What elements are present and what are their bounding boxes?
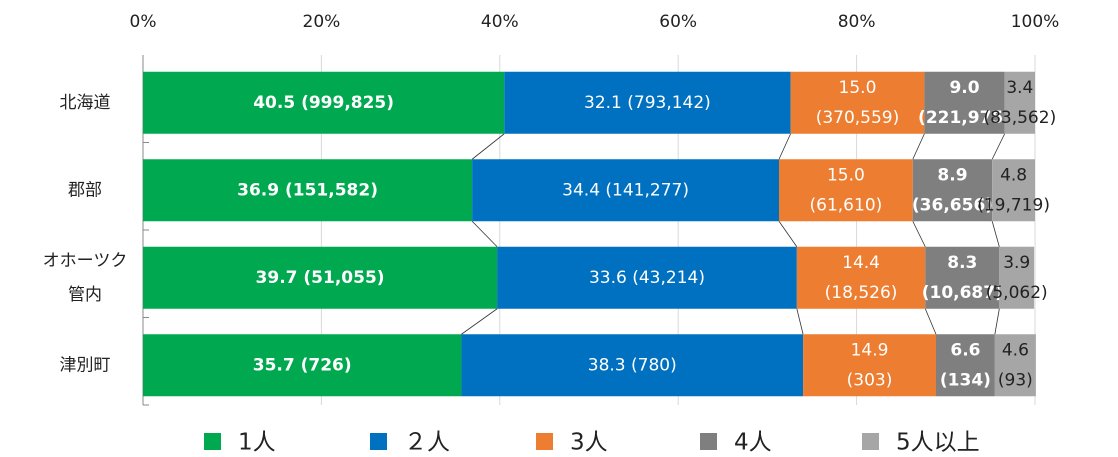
legend-label: 1人 — [238, 430, 276, 456]
value-label: 15.0 (370,559) — [816, 78, 900, 128]
y-tick-label: 郡部 — [68, 180, 102, 200]
series-line — [912, 133, 925, 160]
series-line — [924, 308, 937, 335]
series-line — [994, 308, 1000, 335]
bar-segment — [912, 159, 993, 222]
value-label: 32.1 (793,142) — [584, 93, 711, 113]
series-line — [796, 308, 804, 335]
bar-segment — [504, 71, 791, 134]
value-label: 39.7 (51,055) — [256, 268, 385, 288]
value-label: 9.0 (221,975) — [918, 78, 1011, 128]
series-line — [471, 133, 505, 160]
series-line — [471, 220, 498, 248]
series-line — [912, 221, 926, 247]
x-tick-label: 80% — [838, 12, 876, 32]
y-tick-label: オホーツク管内 — [43, 251, 128, 305]
value-label: 3.4 (83,562) — [983, 78, 1056, 128]
bar-segment — [790, 71, 925, 134]
value-label: 34.4 (141,277) — [562, 180, 689, 200]
bar-segment — [143, 159, 473, 222]
value-label: 38.3 (780) — [588, 355, 677, 375]
series-line — [461, 308, 498, 335]
value-label: 4.6 (93) — [998, 340, 1033, 390]
value-label: 40.5 (999,825) — [253, 93, 394, 113]
value-label: 36.9 (151,582) — [237, 180, 378, 200]
y-tick-label: 津別町 — [60, 355, 111, 375]
bar-segment — [143, 246, 498, 309]
bar-segment — [999, 246, 1035, 309]
series-line — [778, 221, 798, 247]
series-line — [991, 221, 1000, 247]
bar-segment — [143, 71, 505, 134]
legend-swatch — [204, 433, 221, 450]
value-label: 8.3 (10,687) — [922, 253, 1003, 303]
legend-swatch — [862, 433, 879, 450]
legend-label: 4人 — [734, 430, 772, 456]
series-line — [991, 133, 1006, 160]
y-tick-label: 北海道 — [60, 93, 111, 113]
value-label: 3.9 (5,062) — [986, 253, 1048, 303]
value-label: 35.7 (726) — [253, 355, 352, 375]
legend-label: 3人 — [570, 430, 608, 456]
bar-segment — [803, 334, 936, 397]
x-tick-label: 20% — [303, 12, 341, 32]
value-label: 33.6 (43,214) — [589, 268, 705, 288]
bar-segment — [924, 71, 1005, 134]
x-tick-label: 40% — [481, 12, 519, 32]
bar-segment — [796, 246, 926, 309]
value-label: 15.0 (61,610) — [810, 165, 883, 215]
bar-segment — [497, 246, 797, 309]
legend-swatch — [536, 433, 553, 450]
value-label: 14.9 (303) — [847, 340, 893, 390]
bar-segment — [143, 334, 462, 397]
bar-segment — [1004, 71, 1035, 134]
bar-segment — [472, 159, 779, 222]
value-label: 14.4 (18,526) — [825, 253, 898, 303]
legend-label: 5人以上 — [896, 430, 980, 456]
bar-segment — [925, 246, 1000, 309]
value-label: 4.8 (19,719) — [977, 165, 1050, 215]
value-label: 8.9 (36,656) — [912, 165, 993, 215]
bar-segment — [992, 159, 1035, 222]
bar-segment — [778, 159, 913, 222]
x-tick-label: 60% — [659, 12, 697, 32]
series-line — [778, 133, 791, 160]
bar-segment — [461, 334, 804, 397]
value-label: 6.6 (134) — [940, 340, 991, 390]
x-tick-label: 0% — [130, 12, 157, 32]
bar-segment — [935, 334, 995, 397]
x-tick-label: 100% — [1011, 12, 1060, 32]
legend-swatch — [700, 433, 717, 450]
legend-label: ２人 — [404, 430, 450, 456]
legend-swatch — [370, 433, 387, 450]
bar-segment — [994, 334, 1036, 397]
